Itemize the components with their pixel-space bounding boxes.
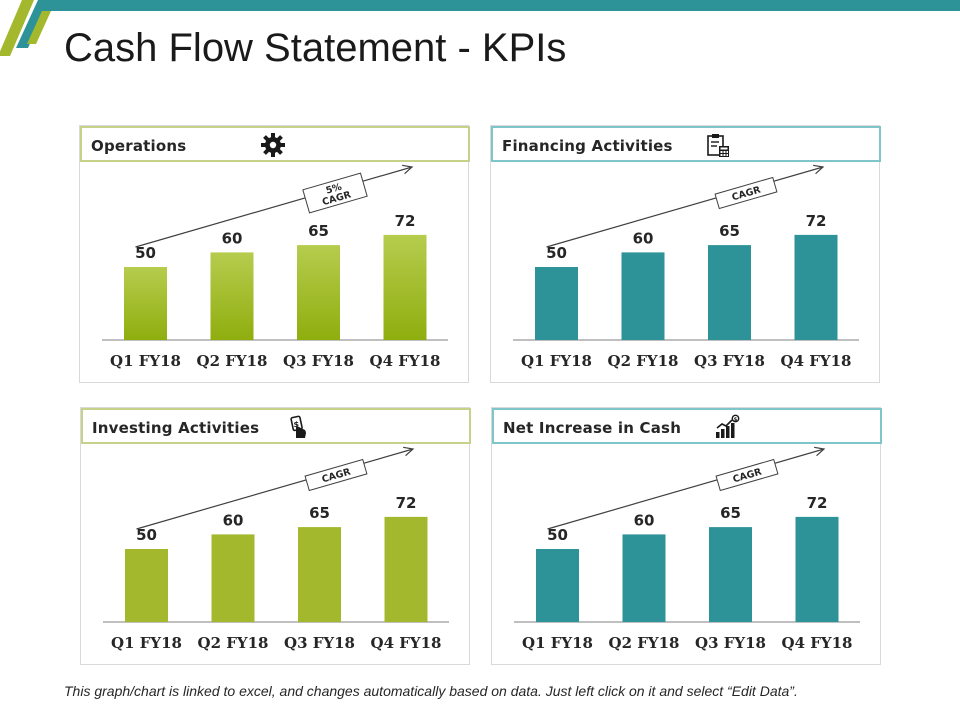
investing-activities-header: Investing Activities $: [81, 408, 471, 444]
bar-q4-fy18[interactable]: [795, 516, 839, 622]
gear-icon: [261, 133, 285, 157]
cagr-badge-box: [714, 176, 778, 210]
bar-q3-fy18[interactable]: [298, 527, 341, 622]
cagr-badge-box: [304, 458, 368, 492]
x-tick-label: Q2 FY18: [609, 634, 680, 652]
net-increase-in-cash-chart[interactable]: 50 Q1 FY18 60 Q2 FY18 65 Q3 FY18 72 Q4 FY18 CAGR: [492, 408, 882, 666]
data-label: 72: [806, 212, 827, 230]
panel-net-increase-in-cash: 50 Q1 FY18 60 Q2 FY18 65 Q3 FY18 72 Q4 FY18 CAGR…: [491, 407, 882, 666]
page-title: Cash Flow Statement - KPIs: [64, 26, 567, 70]
decorative-slashes: [0, 0, 56, 56]
x-tick-label: Q2 FY18: [197, 352, 268, 370]
bar-q2-fy18[interactable]: [211, 534, 255, 622]
net-increase-in-cash-title: Net Increase in Cash: [503, 419, 682, 437]
x-tick-label: Q4 FY18: [782, 634, 853, 652]
data-label: 72: [807, 494, 828, 512]
data-label: 60: [633, 229, 654, 247]
clipboard-calculator-icon: [707, 134, 729, 157]
bar-q4-fy18[interactable]: [383, 234, 427, 340]
data-label: 50: [136, 526, 157, 544]
cagr-trend-arrow: [547, 448, 825, 530]
cagr-arrow-head: [402, 164, 414, 175]
cagr-arrow-head: [813, 164, 825, 175]
x-tick-label: Q3 FY18: [283, 352, 354, 370]
x-tick-label: Q3 FY18: [694, 352, 765, 370]
data-label: 60: [222, 229, 243, 247]
bar-q1-fy18[interactable]: [124, 267, 167, 340]
bar-q1-fy18[interactable]: [536, 549, 579, 622]
top-accent-bar: [40, 0, 960, 11]
cagr-badge: CAGR: [715, 458, 779, 492]
bar-q3-fy18[interactable]: [297, 245, 340, 340]
data-label: 65: [308, 222, 329, 240]
operations-chart[interactable]: 50 Q1 FY18 60 Q2 FY18 65 Q3 FY18 72 Q4 FY18 5%CA…: [80, 126, 470, 384]
x-tick-label: Q1 FY18: [110, 352, 181, 370]
bar-q1-fy18[interactable]: [535, 267, 578, 340]
investing-activities-chart[interactable]: 50 Q1 FY18 60 Q2 FY18 65 Q3 FY18 72 Q4 FY18 CAGR: [81, 408, 471, 666]
bar-q4-fy18[interactable]: [794, 234, 838, 340]
cagr-trend-arrow: [135, 166, 413, 248]
cagr-trend-arrow: [546, 166, 824, 248]
data-label: 50: [546, 244, 567, 262]
footer-note: This graph/chart is linked to excel, and…: [64, 683, 798, 699]
x-tick-label: Q3 FY18: [284, 634, 355, 652]
investing-activities-title: Investing Activities: [92, 419, 260, 437]
x-tick-label: Q3 FY18: [695, 634, 766, 652]
bar-q2-fy18[interactable]: [622, 534, 666, 622]
x-tick-label: Q2 FY18: [608, 352, 679, 370]
data-label: 50: [547, 526, 568, 544]
svg-text:$: $: [734, 417, 738, 423]
cagr-badge-box: [302, 172, 368, 214]
panel-operations: 50 Q1 FY18 60 Q2 FY18 65 Q3 FY18 72 Q4 FY18 5% CA…: [79, 125, 470, 384]
cagr-badge: CAGR: [304, 458, 368, 492]
cagr-trend-arrow: [136, 448, 414, 530]
data-label: 65: [719, 222, 740, 240]
data-label: 72: [396, 494, 417, 512]
financing-activities-chart[interactable]: 50 Q1 FY18 60 Q2 FY18 65 Q3 FY18 72 Q4 FY18 CAGR: [491, 126, 881, 384]
bar-q4-fy18[interactable]: [384, 516, 428, 622]
x-tick-label: Q1 FY18: [521, 352, 592, 370]
panel-investing-activities: 50 Q1 FY18 60 Q2 FY18 65 Q3 FY18 72 Q4 FY18 CAGR…: [80, 407, 471, 666]
bar-q3-fy18[interactable]: [709, 527, 752, 622]
cagr-label: 5%: [325, 182, 344, 197]
x-tick-label: Q1 FY18: [522, 634, 593, 652]
bar-q3-fy18[interactable]: [708, 245, 751, 340]
hand-money-icon: $: [290, 415, 306, 438]
x-tick-label: Q1 FY18: [111, 634, 182, 652]
data-label: 60: [223, 511, 244, 529]
data-label: 60: [634, 511, 655, 529]
growth-chart-icon: $: [716, 414, 740, 438]
x-tick-label: Q4 FY18: [371, 634, 442, 652]
data-label: 65: [720, 504, 741, 522]
x-tick-label: Q2 FY18: [198, 634, 269, 652]
net-increase-in-cash-header: Net Increase in Cash $: [492, 408, 882, 444]
cagr-arrow-head: [814, 446, 826, 457]
bar-q2-fy18[interactable]: [210, 252, 254, 340]
data-label: 65: [309, 504, 330, 522]
bar-q2-fy18[interactable]: [621, 252, 665, 340]
cagr-arrow-head: [403, 446, 415, 457]
panel-financing-activities: 50 Q1 FY18 60 Q2 FY18 65 Q3 FY18 72 Q4 FY18 CAGR…: [490, 125, 881, 384]
financing-activities-title: Financing Activities: [502, 137, 673, 155]
operations-header: Operations: [80, 126, 470, 162]
cagr-badge-box: [715, 458, 779, 492]
x-tick-label: Q4 FY18: [781, 352, 852, 370]
cagr-badge: 5%CAGR: [302, 172, 368, 214]
operations-title: Operations: [91, 137, 187, 155]
x-tick-label: Q4 FY18: [370, 352, 441, 370]
svg-text:$: $: [294, 420, 300, 429]
bar-q1-fy18[interactable]: [125, 549, 168, 622]
data-label: 50: [135, 244, 156, 262]
data-label: 72: [395, 212, 416, 230]
cagr-badge: CAGR: [714, 176, 778, 210]
financing-activities-header: Financing Activities: [491, 126, 881, 162]
